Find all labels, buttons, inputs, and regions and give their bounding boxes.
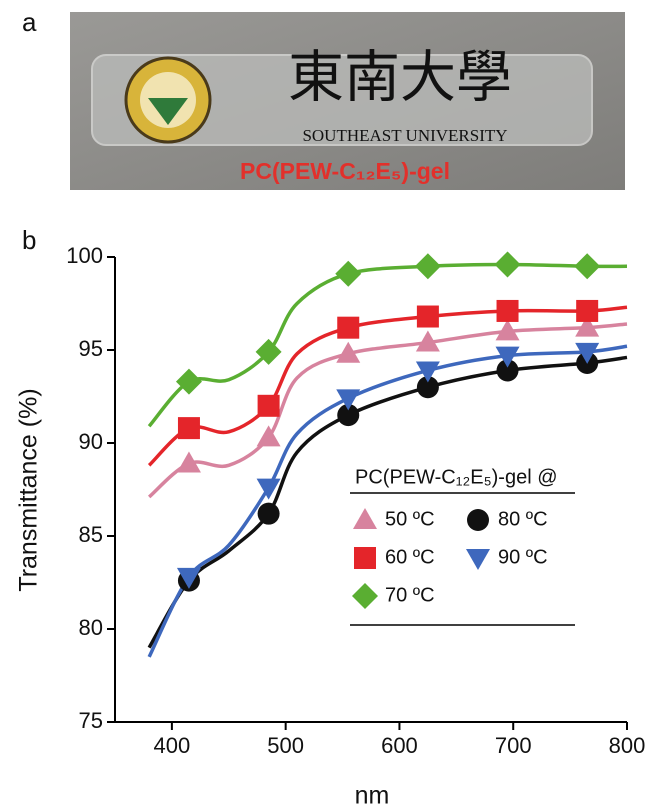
marker bbox=[336, 341, 361, 363]
panel-label: b bbox=[22, 225, 36, 255]
marker bbox=[574, 253, 601, 280]
marker bbox=[576, 299, 599, 322]
marker bbox=[256, 425, 281, 447]
legend-marker bbox=[466, 549, 490, 570]
marker bbox=[496, 299, 519, 322]
logo-text: 東南大學 bbox=[288, 46, 512, 111]
marker bbox=[257, 394, 280, 417]
series-line bbox=[147, 344, 628, 658]
marker bbox=[495, 319, 520, 341]
y-tick-label: 75 bbox=[79, 708, 103, 733]
marker bbox=[414, 253, 441, 280]
marker bbox=[496, 359, 519, 382]
marker bbox=[415, 330, 440, 352]
marker bbox=[335, 260, 362, 287]
marker bbox=[494, 251, 521, 278]
marker bbox=[495, 346, 520, 368]
marker bbox=[256, 478, 281, 500]
y-tick-label: 95 bbox=[79, 336, 103, 361]
marker bbox=[416, 376, 439, 399]
x-tick-label: 700 bbox=[495, 733, 532, 758]
legend-label: 50 ºC bbox=[385, 508, 435, 530]
y-tick-label: 80 bbox=[79, 615, 103, 640]
marker bbox=[416, 305, 439, 328]
legend-title: PC(PEW-C₁₂E₅)-gel @ bbox=[355, 466, 558, 488]
marker bbox=[575, 315, 600, 337]
marker bbox=[177, 417, 200, 440]
marker bbox=[175, 368, 202, 395]
panel-label: a bbox=[22, 7, 37, 37]
legend-marker bbox=[354, 547, 376, 569]
marker bbox=[176, 567, 201, 589]
x-tick-label: 600 bbox=[381, 733, 418, 758]
marker bbox=[336, 389, 361, 411]
legend-label: 90 ºC bbox=[498, 546, 548, 568]
chart: b nm Transmittance (%) PC(PEW-C₁₂E₅)-gel… bbox=[15, 225, 646, 810]
marker bbox=[257, 502, 280, 525]
photo-caption: PC(PEW-C₁₂E₅)-gel bbox=[240, 158, 450, 184]
logo-shield bbox=[148, 98, 188, 125]
series-line bbox=[147, 322, 628, 499]
x-tick-label: 500 bbox=[267, 733, 304, 758]
marker bbox=[575, 342, 600, 364]
legend-label: 70 ºC bbox=[385, 584, 435, 606]
series-line bbox=[147, 262, 628, 428]
marker bbox=[415, 361, 440, 383]
series-line bbox=[147, 305, 628, 467]
marker bbox=[337, 404, 360, 427]
y-tick-label: 90 bbox=[79, 429, 103, 454]
photo-panel: a 東南大學 SOUTHEAST UNIVERSITY PC(PEW-C₁₂E₅… bbox=[22, 7, 625, 190]
y-axis-title: Transmittance (%) bbox=[15, 388, 43, 591]
legend-label: 60 ºC bbox=[385, 546, 435, 568]
marker bbox=[255, 338, 282, 365]
series-line bbox=[147, 355, 628, 649]
x-tick-label: 400 bbox=[154, 733, 191, 758]
legend-label: 80 ºC bbox=[498, 508, 548, 530]
y-tick-label: 85 bbox=[79, 522, 103, 547]
x-axis-title: nm bbox=[355, 782, 390, 810]
university-text: SOUTHEAST UNIVERSITY bbox=[302, 126, 507, 145]
gel-slab bbox=[91, 54, 593, 146]
marker bbox=[337, 316, 360, 339]
legend-marker bbox=[467, 509, 489, 531]
x-tick-label: 800 bbox=[609, 733, 646, 758]
legend-marker bbox=[353, 508, 377, 529]
marker bbox=[176, 451, 201, 473]
legend-marker bbox=[352, 583, 378, 609]
y-tick-label: 100 bbox=[66, 243, 103, 268]
